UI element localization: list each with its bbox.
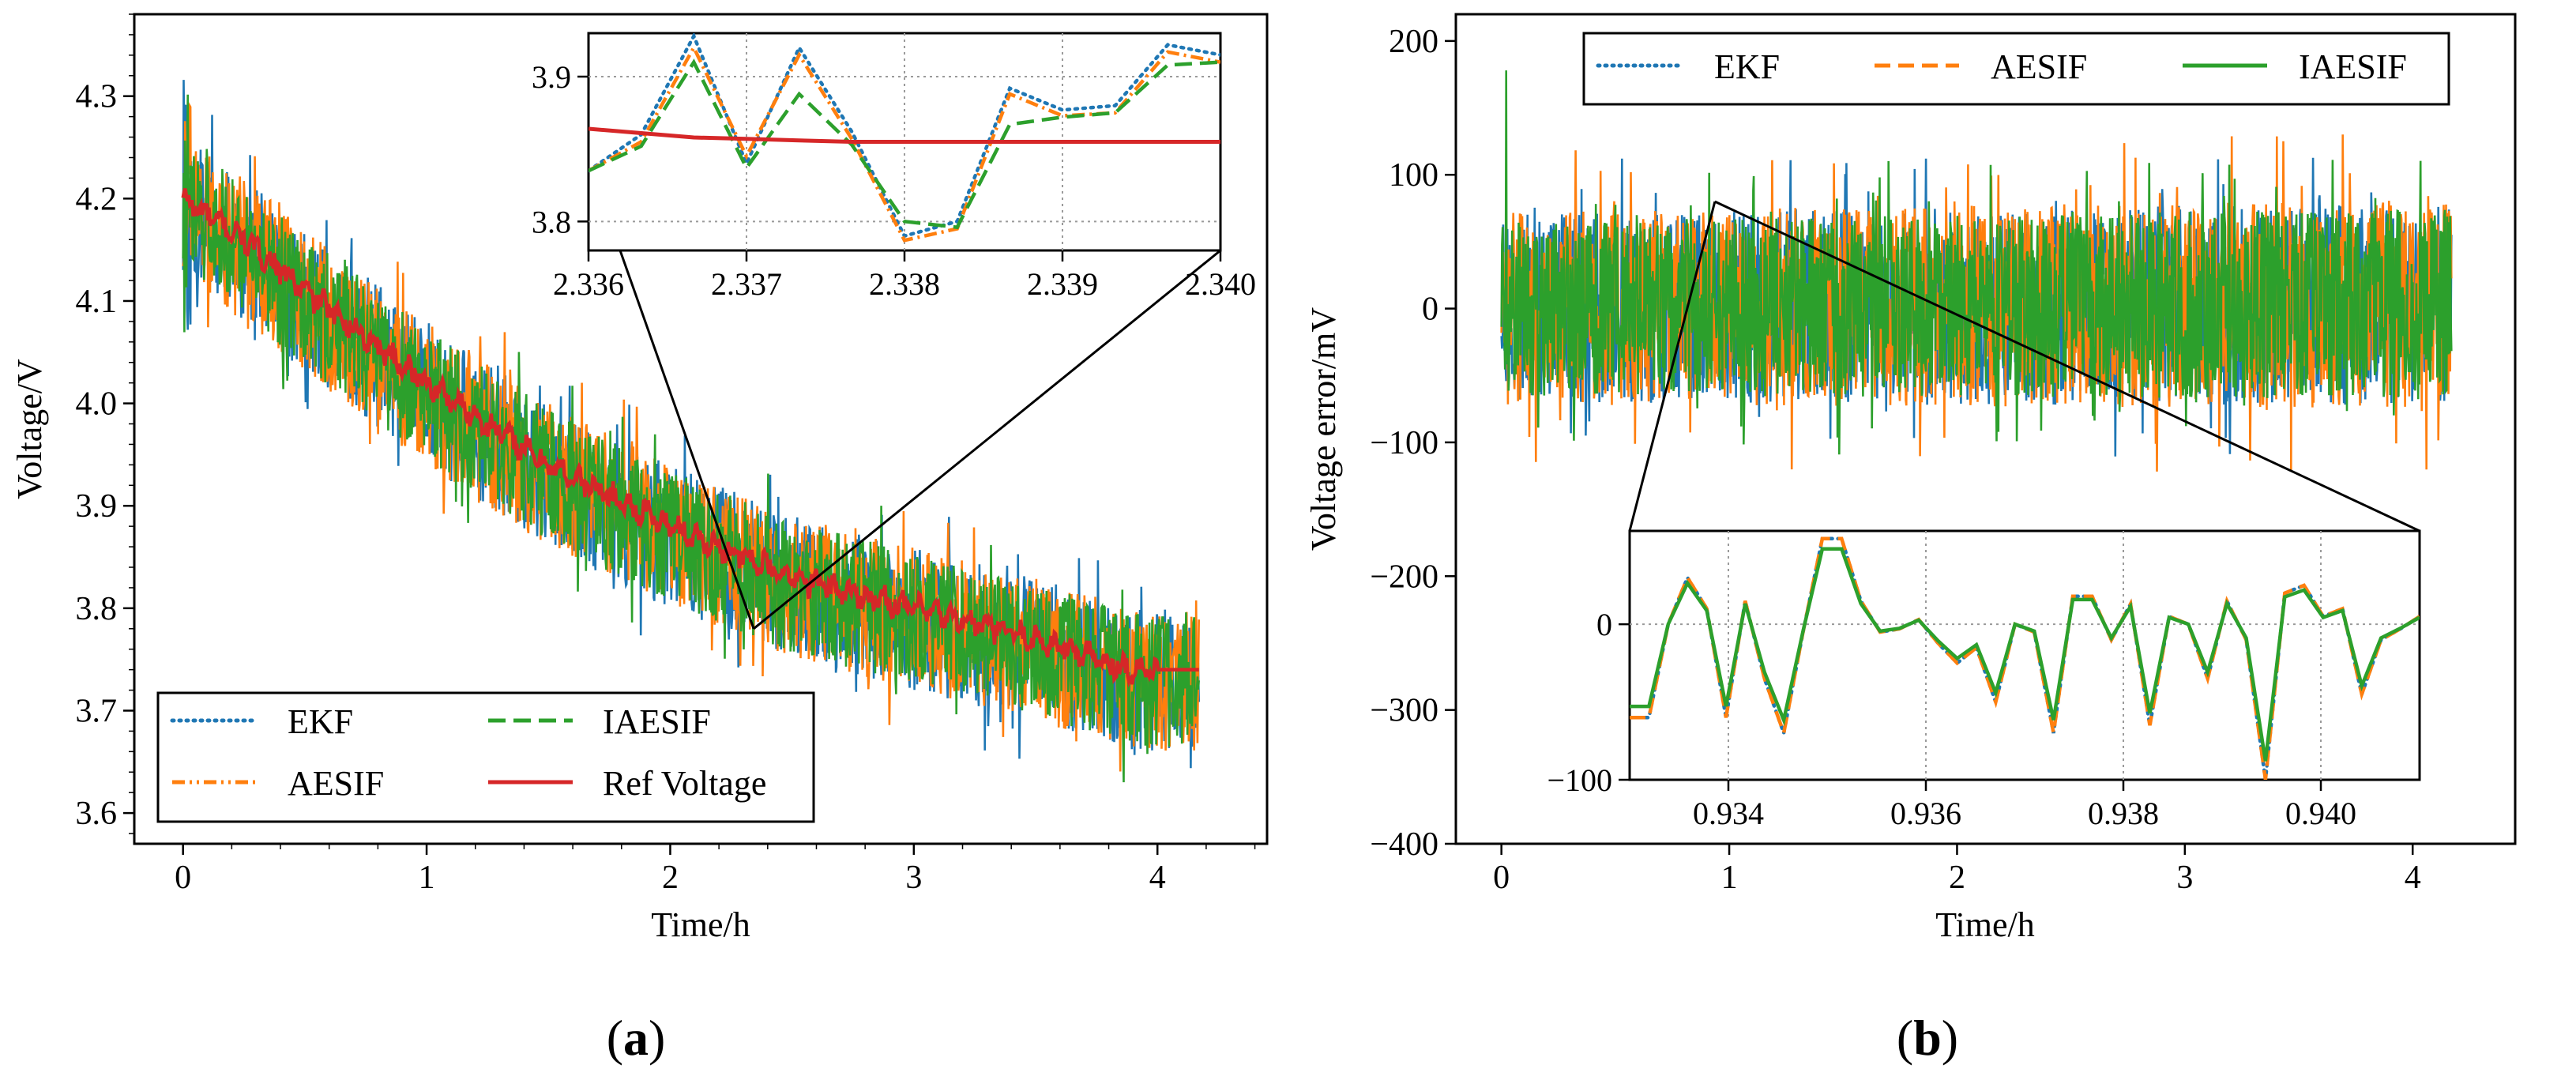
panel-a-axes-frame [133, 13, 1269, 845]
panel-b-ytick-label: 0 [1422, 292, 1438, 328]
legend-label-ref-voltage: Ref Voltage [603, 764, 766, 803]
legend-label-aesif: AESIF [288, 764, 384, 803]
panel-b-xtick-label: 2 [1949, 860, 1965, 896]
panel-b: 0 1 2 3 4 −400 −300 −200 −100 0 100 200 Time/h Volt… [1304, 13, 2517, 1066]
panel-b-ytick-label: 100 [1389, 157, 1438, 194]
panel-b-legend: EKF AESIF IAESIF [1582, 32, 2450, 106]
panel-a-inset-xtick-label: 2.340 [1185, 266, 1256, 302]
panel-b-xtick-label: 3 [2176, 860, 2193, 896]
panel-a-inset-series-aesif [589, 43, 1220, 243]
panel-a-xtick-label: 1 [419, 860, 435, 896]
panel-a-inset-ytick-label: 3.9 [532, 59, 571, 95]
panel-b-xlabel: Time/h [1935, 905, 2035, 944]
panel-b-inset-background [1628, 529, 2421, 781]
panel-a: 0 1 2 3 4 3.6 3.7 3.8 3.9 4.0 4.1 4.2 4.3 Time/h Vol… [10, 13, 1269, 1066]
panel-a-zoom-connector [619, 250, 755, 630]
panel-b-inset-series-iaesif [1630, 547, 2420, 762]
panel-b-xtick-label: 1 [1721, 860, 1738, 896]
panel-a-inset-ytick-label: 3.8 [532, 204, 571, 239]
panel-b-inset-xtick-label: 0.940 [2285, 796, 2356, 831]
panel-a-inset-xtick-label: 2.338 [869, 266, 940, 302]
panel-a-series-aesif [182, 102, 1200, 772]
panel-a-legend-frame [156, 691, 815, 823]
panel-a-ylabel: Voltage/V [10, 359, 49, 499]
panel-b-series-iaesif [1500, 70, 2453, 455]
legend-label-ekf-b: EKF [1714, 47, 1780, 86]
panel-a-ytick-label: 4.2 [76, 181, 118, 217]
panel-a-ytick-label: 3.9 [76, 488, 118, 525]
panel-a-legend: EKF IAESIF AESIF Ref Voltage [156, 691, 815, 823]
panel-a-zoom-connector [753, 249, 1221, 630]
panel-a-inset-xtick-label: 2.339 [1027, 266, 1098, 302]
panel-a-series-iaesif [182, 94, 1200, 783]
panel-b-zoom-connector [1714, 200, 2420, 532]
panel-a-inset-xtick-label: 2.336 [553, 266, 624, 302]
panel-b-xtick-label: 4 [2405, 860, 2421, 896]
panel-b-xtick-label: 0 [1493, 860, 1510, 896]
panel-a-xlabel: Time/h [651, 905, 750, 944]
panel-b-inset-xtick-label: 0.934 [1693, 796, 1764, 831]
panel-a-ytick-label: 3.8 [76, 591, 118, 627]
panel-a-series-ref-voltage [181, 187, 1199, 688]
panel-a-ytick-label: 4.1 [76, 284, 118, 320]
panel-b-ytick-label: −400 [1370, 826, 1438, 863]
panel-a-xtick-label: 2 [662, 860, 679, 896]
panel-a-ytick-label: 3.7 [76, 693, 118, 729]
panel-b-axes-frame [1454, 13, 2517, 845]
panel-b-inset-xtick-label: 0.938 [2088, 796, 2159, 831]
panel-b-ytick-label: 200 [1389, 24, 1438, 60]
panel-b-legend-frame [1582, 32, 2450, 106]
legend-label-iaesif: IAESIF [603, 702, 711, 741]
panel-a-inset-series-iaesif [589, 58, 1220, 230]
legend-label-iaesif-b: IAESIF [2299, 47, 2407, 86]
panel-b-ytick-label: −100 [1370, 425, 1438, 461]
panel-b-inset-series-aesif [1630, 536, 2420, 780]
panel-a-xtick-label: 0 [175, 860, 191, 896]
panel-a-ytick-label: 4.0 [76, 386, 118, 423]
panel-b-zoom-connector [1628, 201, 1717, 532]
panel-a-ytick-label: 4.3 [76, 79, 118, 115]
panel-b-ytick-label: −200 [1370, 559, 1438, 595]
legend-label-aesif-b: AESIF [1991, 47, 2087, 86]
panel-a-label: (a) [607, 1010, 666, 1066]
panel-b-inset-xtick-label: 0.936 [1890, 796, 1961, 831]
legend-label-ekf: EKF [288, 702, 353, 741]
panel-a-xtick-label: 4 [1149, 860, 1166, 896]
panel-a-letter: a [623, 1010, 649, 1066]
panel-a-inset-series-ekf [589, 33, 1220, 239]
panel-b-letter: b [1913, 1010, 1942, 1066]
panel-b-inset-ytick-label: 0 [1596, 607, 1612, 642]
panel-b-ytick-label: −300 [1370, 693, 1438, 729]
panel-a-xtick-label: 3 [905, 860, 922, 896]
panel-b-inset-ytick-label: −100 [1547, 762, 1612, 798]
panel-b-label: (b) [1897, 1010, 1958, 1066]
panel-a-ytick-label: 3.6 [76, 796, 118, 832]
panel-b-ylabel: Voltage error/mV [1304, 307, 1343, 551]
panel-a-inset-series-ref-voltage [589, 126, 1220, 144]
panel-a-inset-xtick-label: 2.337 [711, 266, 782, 302]
